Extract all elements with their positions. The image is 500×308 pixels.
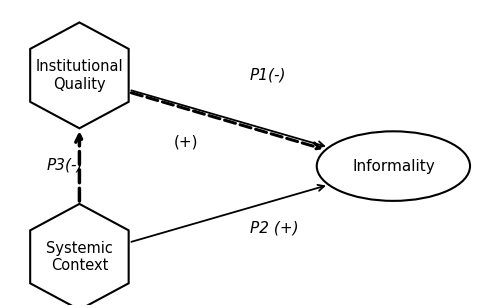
Text: Informality: Informality (352, 159, 435, 174)
Text: P2 (+): P2 (+) (250, 221, 298, 236)
Text: P3(-): P3(-) (46, 157, 83, 172)
Text: P1(-): P1(-) (250, 68, 286, 83)
Text: (+): (+) (174, 134, 198, 149)
Text: Systemic
Context: Systemic Context (46, 241, 113, 273)
Ellipse shape (317, 131, 470, 201)
Text: Institutional
Quality: Institutional Quality (36, 59, 123, 91)
Polygon shape (30, 204, 128, 308)
Polygon shape (30, 22, 128, 128)
